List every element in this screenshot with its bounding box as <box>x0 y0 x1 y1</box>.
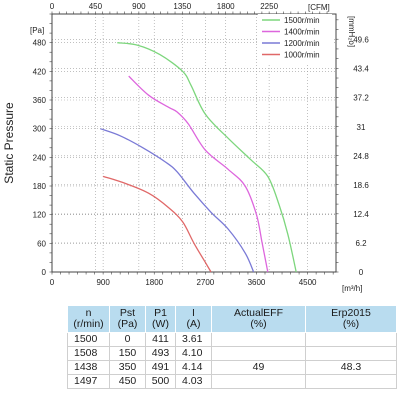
y-axis-label: Static Pressure <box>2 102 16 184</box>
y-right-tick-label: 0 <box>359 268 364 277</box>
series-line-1000r-min <box>102 175 212 273</box>
x-top-tick-label: 0 <box>50 2 55 11</box>
legend-label: 1500r/min <box>284 16 320 25</box>
cell-erp <box>305 346 397 361</box>
cell-n: 1500 <box>67 332 110 347</box>
performance-table: n (r/min) Pst (Pa) P1 (W) I (A) ActualEFF (%)… <box>67 305 397 389</box>
x-top-tick-label: 1800 <box>217 2 235 11</box>
series-line-1400r-min <box>128 75 269 273</box>
x-top-tick-label: 1350 <box>173 2 191 11</box>
x-top-tick-label: 900 <box>132 2 146 11</box>
y-tick-label: 120 <box>33 211 47 220</box>
cell-p1: 411 <box>145 332 176 347</box>
y-right-tick-label: 49.6 <box>353 36 369 45</box>
table-row: 1508 150 493 4.10 <box>67 346 397 361</box>
cell-n: 1438 <box>67 360 110 375</box>
cell-pst: 350 <box>109 360 146 375</box>
legend-box <box>258 14 332 64</box>
header-p1: P1 (W) <box>145 305 176 333</box>
cell-n: 1508 <box>67 346 110 361</box>
x-tick-label: 900 <box>96 278 110 287</box>
y-tick-label: 180 <box>33 182 47 191</box>
series-line-1200r-min <box>100 128 255 273</box>
cell-erp: 48.3 <box>305 360 397 375</box>
table-row: 1438 350 491 4.14 49 48.3 <box>67 360 397 375</box>
cell-eff <box>211 332 306 347</box>
series-line-1500r-min <box>117 42 297 273</box>
x-tick-label: 1800 <box>145 278 163 287</box>
unit-m3h-label: [m³/h] <box>342 284 362 293</box>
legend-label: 1400r/min <box>284 28 320 37</box>
y-tick-label: 60 <box>37 239 46 248</box>
y-tick-label: 420 <box>33 67 47 76</box>
header-i: I (A) <box>175 305 212 333</box>
cell-pst: 450 <box>109 374 146 389</box>
table-row: 1497 450 500 4.03 <box>67 374 397 389</box>
plot-frame <box>51 13 337 273</box>
cell-n: 1497 <box>67 374 110 389</box>
cell-i: 3.61 <box>175 332 212 347</box>
y-right-tick-label: 31 <box>357 123 366 132</box>
header-n: n (r/min) <box>67 305 110 333</box>
cell-i: 4.14 <box>175 360 212 375</box>
x-tick-label: 4500 <box>299 278 317 287</box>
y-tick-label: 480 <box>33 39 47 48</box>
legend: 1500r/min 1400r/min 1200r/min 1000r/min <box>258 14 332 64</box>
x-top-tick-label: 450 <box>89 2 103 11</box>
y-right-tick-label: 12.4 <box>353 210 369 219</box>
cell-p1: 500 <box>145 374 176 389</box>
y-tick-label: 300 <box>33 125 47 134</box>
cell-eff <box>211 346 306 361</box>
cell-eff: 49 <box>211 360 306 375</box>
y-tick-label: 360 <box>33 96 47 105</box>
header-erp2015: Erp2015 (%) <box>305 305 397 333</box>
header-pst: Pst (Pa) <box>109 305 146 333</box>
y-right-tick-label: 6.2 <box>355 239 367 248</box>
cell-p1: 493 <box>145 346 176 361</box>
cell-eff <box>211 374 306 389</box>
y-right-tick-label: 24.8 <box>353 152 369 161</box>
cell-p1: 491 <box>145 360 176 375</box>
y-right-tick-label: 18.6 <box>353 181 369 190</box>
y-tick-label: 0 <box>42 268 47 277</box>
grid <box>52 14 336 272</box>
x-tick-label: 0 <box>50 278 55 287</box>
y-right-tick-label: 37.2 <box>353 94 369 103</box>
cell-erp <box>305 374 397 389</box>
unit-mmh2o-label: [mmH₂o] <box>347 16 356 47</box>
curves <box>100 42 297 273</box>
cell-pst: 0 <box>109 332 146 347</box>
table-header-row: n (r/min) Pst (Pa) P1 (W) I (A) ActualEFF (%)… <box>67 305 397 333</box>
cell-i: 4.03 <box>175 374 212 389</box>
cell-pst: 150 <box>109 346 146 361</box>
cell-erp <box>305 332 397 347</box>
table-row: 1500 0 411 3.61 <box>67 332 397 347</box>
header-actual-eff: ActualEFF (%) <box>211 305 306 333</box>
x-top-tick-label: 2250 <box>260 2 278 11</box>
x-tick-label: 2700 <box>196 278 214 287</box>
legend-label: 1200r/min <box>284 39 320 48</box>
legend-label: 1000r/min <box>284 51 320 60</box>
unit-pa-label: [Pa] <box>30 26 44 35</box>
y-tick-label: 240 <box>33 153 47 162</box>
cell-i: 4.10 <box>175 346 212 361</box>
unit-cfm-label: [CFM] <box>308 3 330 12</box>
y-right-tick-label: 43.4 <box>353 65 369 74</box>
x-tick-label: 3600 <box>248 278 266 287</box>
